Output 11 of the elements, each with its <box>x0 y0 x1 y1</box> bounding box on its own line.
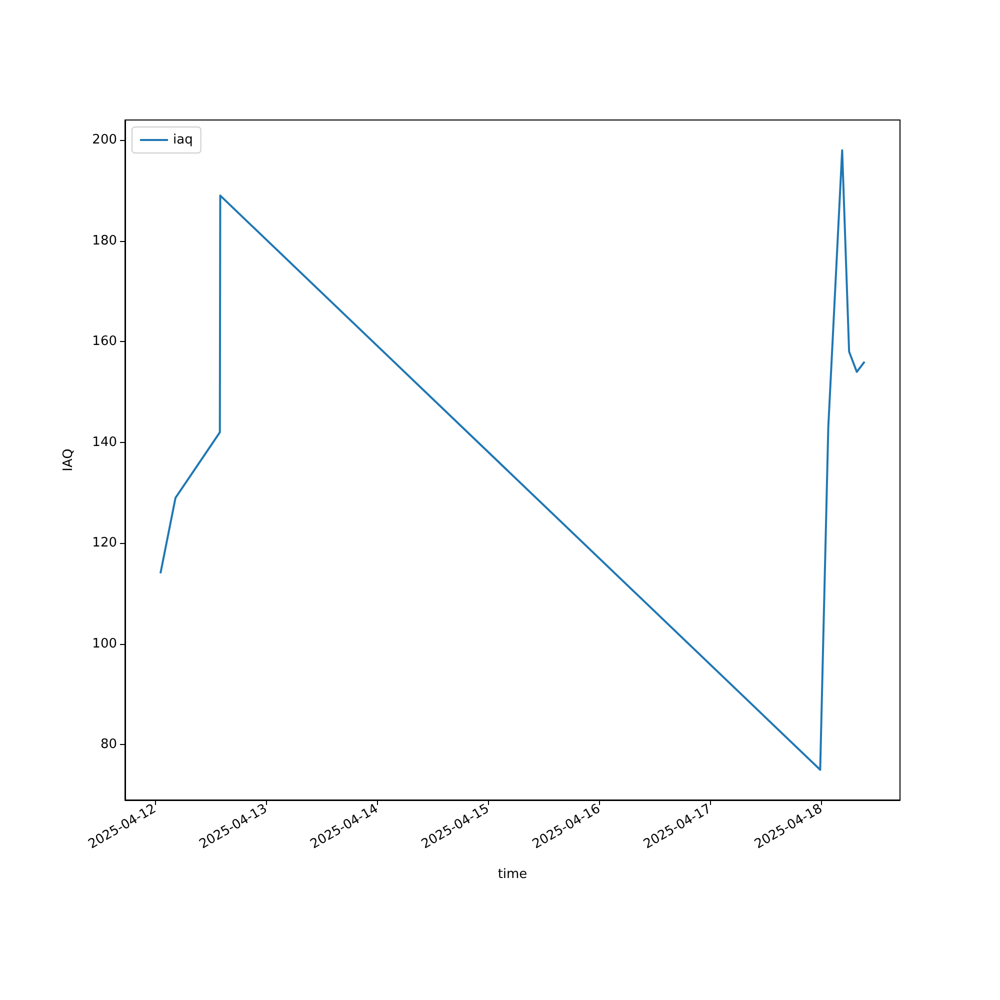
line-series <box>159 149 866 771</box>
legend-label: iaq <box>173 132 193 148</box>
y-tick-label: 160 <box>92 334 117 350</box>
y-tick-label: 120 <box>92 536 117 551</box>
y-tick-label: 80 <box>100 737 117 752</box>
y-axis-title: IAQ <box>61 448 76 472</box>
y-tick-label: 140 <box>92 434 117 450</box>
y-tick-label: 200 <box>92 132 117 148</box>
y-tick-label: 100 <box>92 636 117 652</box>
x-axis-title: time <box>498 867 528 882</box>
y-tick-label: 180 <box>92 233 117 248</box>
